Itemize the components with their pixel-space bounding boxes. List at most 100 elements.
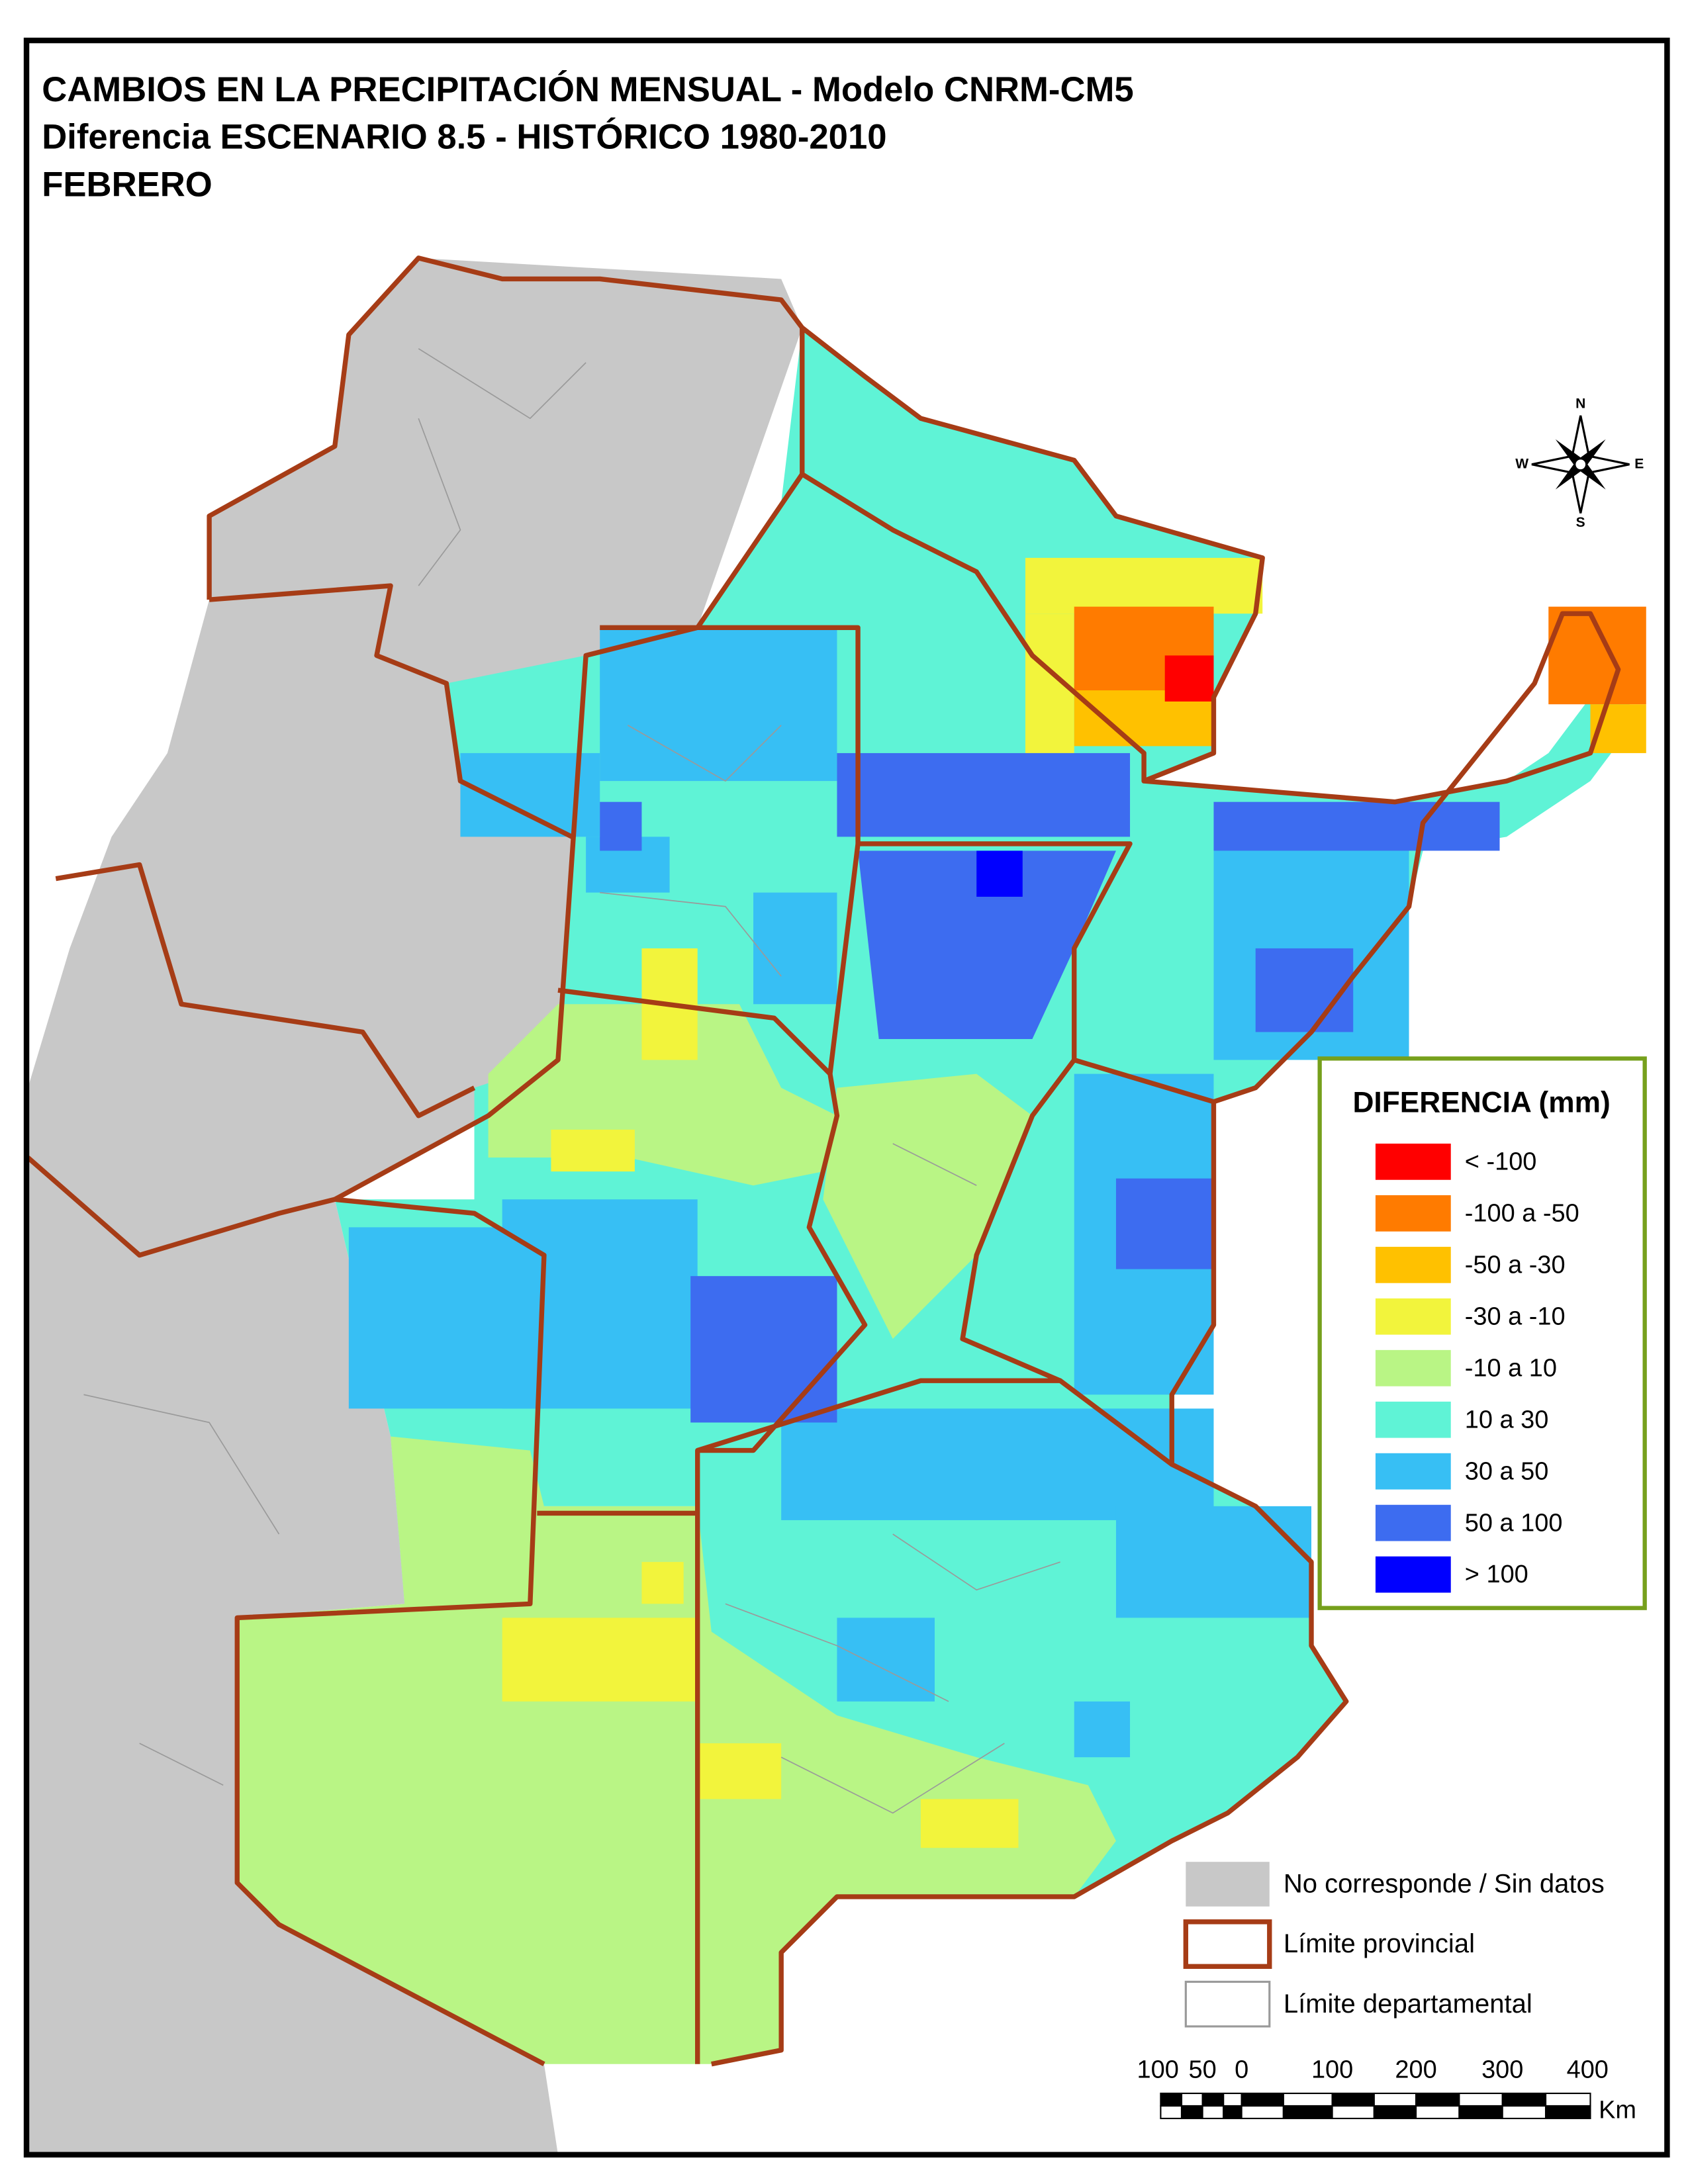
department-boundary xyxy=(418,418,461,586)
compass-letter: W xyxy=(1515,456,1528,471)
scale-bar: 100 50 0 100 200 300 400 Km xyxy=(1137,2056,1636,2124)
map-cell xyxy=(1074,1701,1131,1758)
legend-label: Límite departamental xyxy=(1284,1989,1532,2019)
map-layer xyxy=(28,257,1646,2155)
department-boundary xyxy=(83,1394,280,1535)
map-cell xyxy=(600,627,837,782)
legend-label: -30 a -10 xyxy=(1465,1302,1566,1330)
map-region xyxy=(858,850,1116,1039)
legend-swatch xyxy=(1184,1980,1271,2028)
scale-segment xyxy=(1544,2092,1591,2107)
scale-segment xyxy=(1160,2105,1183,2120)
map-cell xyxy=(551,1129,635,1172)
scale-segment xyxy=(1458,2105,1503,2120)
scale-segment xyxy=(1223,2105,1243,2120)
province-boundary xyxy=(557,843,861,1077)
compass: N S E W xyxy=(1515,396,1644,530)
department-boundary xyxy=(139,1743,224,1786)
map-cell xyxy=(753,892,837,1005)
scale-segment xyxy=(1201,2092,1225,2107)
title-line: FEBRERO xyxy=(42,165,212,204)
legend-swatch xyxy=(1186,1862,1270,1907)
scale-segment xyxy=(1331,2105,1375,2120)
scale-label: 300 xyxy=(1481,2056,1523,2083)
scale-segment xyxy=(1160,2092,1183,2107)
scale-segment xyxy=(1544,2105,1591,2120)
scale-label: 0 xyxy=(1235,2056,1248,2083)
legend-label: Límite provincial xyxy=(1284,1929,1475,1958)
map-region xyxy=(823,1073,1033,1339)
province-boundary xyxy=(234,1197,547,2067)
map-cell xyxy=(697,1743,782,1799)
map-cell xyxy=(1115,1506,1311,1618)
compass-letter: S xyxy=(1576,515,1585,530)
scale-label: 100 xyxy=(1137,2056,1179,2083)
scale-unit: Km xyxy=(1599,2096,1636,2124)
legend-label: 10 a 30 xyxy=(1465,1406,1549,1433)
department-boundary xyxy=(627,725,782,782)
department-boundary xyxy=(725,1603,949,1702)
map-cell xyxy=(1025,557,1263,614)
map-cell xyxy=(690,1276,837,1423)
map-cell xyxy=(1115,1178,1214,1269)
map-cell xyxy=(920,1799,1019,1848)
scale-segment xyxy=(1282,2092,1333,2107)
province-boundary xyxy=(207,255,1621,2067)
scale-label: 100 xyxy=(1311,2056,1353,2083)
scale-segment xyxy=(1331,2092,1375,2107)
legend-swatch xyxy=(1375,1504,1451,1541)
legend-swatch xyxy=(1375,1298,1451,1335)
scale-label: 50 xyxy=(1189,2056,1217,2083)
legend-swatch xyxy=(1375,1453,1451,1490)
legend-label: < -100 xyxy=(1465,1148,1537,1175)
legend-swatch xyxy=(1375,1246,1451,1283)
legend-swatch xyxy=(1375,1143,1451,1180)
legend-swatch xyxy=(1375,1349,1451,1387)
department-boundary xyxy=(418,348,586,420)
map-cell xyxy=(1548,606,1646,705)
scale-segment xyxy=(1501,2105,1547,2120)
map-cell xyxy=(502,1199,698,1409)
legend-label: -10 a 10 xyxy=(1465,1354,1557,1382)
map-cell xyxy=(837,1617,935,1702)
scale-segment xyxy=(1180,2105,1203,2120)
map-cell xyxy=(502,1617,698,1702)
legend-label: No corresponde / Sin datos xyxy=(1284,1870,1605,1899)
scale-segment xyxy=(1501,2092,1547,2107)
scale-label: 400 xyxy=(1567,2056,1609,2083)
legend-label: -50 a -30 xyxy=(1465,1251,1566,1279)
province-boundary xyxy=(800,472,1147,782)
other-legend: No corresponde / Sin datos Límite provinc… xyxy=(1183,1862,1605,2028)
compass-letter: E xyxy=(1634,456,1644,471)
map-cell xyxy=(837,752,1131,837)
province-boundary xyxy=(26,1156,336,1258)
scale-segment xyxy=(1373,2092,1417,2107)
scale-segment xyxy=(1282,2105,1333,2120)
legend-swatch xyxy=(1375,1401,1451,1438)
legend-box xyxy=(1317,1056,1647,1610)
scale-segment xyxy=(1241,2105,1284,2120)
map-cell xyxy=(1164,655,1214,702)
legend-title: DIFERENCIA (mm) xyxy=(1352,1087,1610,1119)
legend-label: -100 a -50 xyxy=(1465,1199,1579,1227)
map-region xyxy=(28,257,802,2155)
legend-label: > 100 xyxy=(1465,1561,1528,1588)
compass-center xyxy=(1574,458,1587,471)
department-boundary xyxy=(600,891,782,977)
legend-swatch xyxy=(1375,1195,1451,1232)
frame xyxy=(23,37,1670,2158)
province-boundary xyxy=(696,1378,1174,1467)
scale-segment xyxy=(1415,2105,1460,2120)
compass-letter: N xyxy=(1575,396,1585,412)
scale-segment xyxy=(1241,2092,1284,2107)
department-boundary xyxy=(780,1743,1005,1814)
scale-segment xyxy=(1180,2092,1203,2107)
legend-label: 50 a 100 xyxy=(1465,1509,1563,1537)
title-line: Diferencia ESCENARIO 8.5 - HISTÓRICO 198… xyxy=(42,118,886,157)
map-cell xyxy=(976,850,1023,897)
title-line: CAMBIOS EN LA PRECIPITACIÓN MENSUAL - Mo… xyxy=(42,70,1133,109)
map-cell xyxy=(781,1408,1214,1520)
scale-segment xyxy=(1458,2092,1503,2107)
province-boundaries xyxy=(26,255,1621,2067)
